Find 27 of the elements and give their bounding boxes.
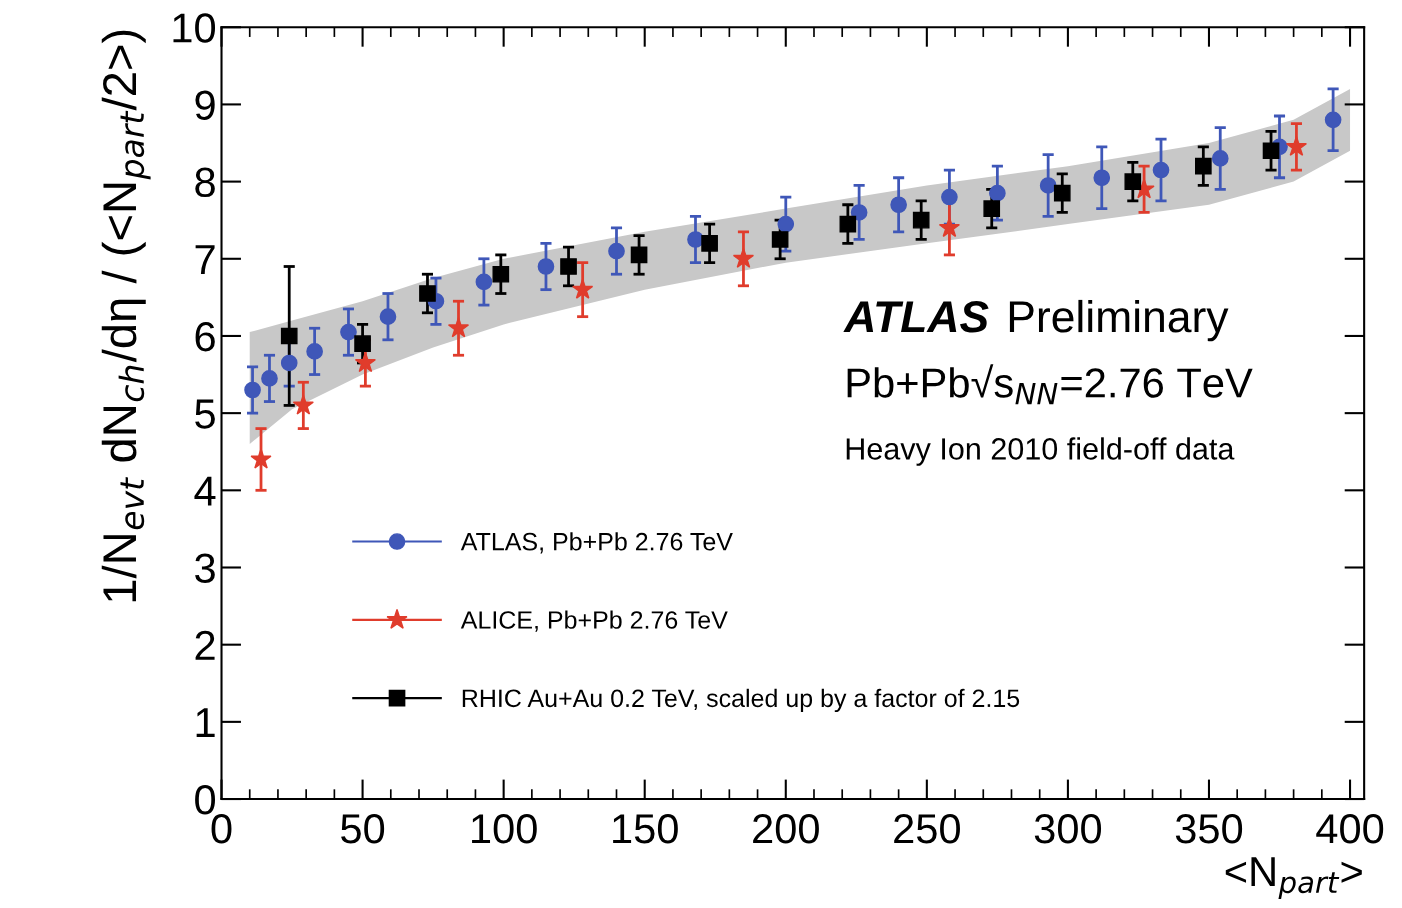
x-tick-label: 150 — [613, 814, 678, 844]
legend-label: ALICE, Pb+Pb 2.76 TeV — [460, 610, 728, 632]
x-tick-label: 250 — [894, 814, 960, 844]
y-tick-label: 9 — [195, 90, 215, 120]
y-axis-title: 1/N$_{evt}$ dN$_{ch}$/dη / (<N$_{part}$/2>) — [101, 30, 151, 602]
y-tick-label: 5 — [195, 399, 215, 429]
x-axis-title: <N$_{part}$> — [1225, 857, 1362, 899]
legend-label: RHIC Au+Au 0.2 TeV, scaled up by a factor of 2.15 — [462, 688, 1020, 713]
annotation: Heavy Ion 2010 field-off data — [846, 437, 1235, 466]
y-tick-label: 3 — [195, 553, 215, 584]
y-tick-label: 7 — [195, 245, 215, 274]
x-tick-label: 50 — [341, 814, 385, 844]
annotation: ATLAS Preliminary — [843, 299, 1229, 342]
y-tick-label: 10 — [173, 13, 216, 43]
legend-label: ATLAS, Pb+Pb 2.76 TeV — [460, 532, 733, 554]
y-tick-label: 4 — [194, 476, 216, 506]
y-tick-label: 1 — [196, 708, 215, 737]
annotation: Pb+Pb√s$_{NN}$=2.76 TeV — [847, 364, 1253, 405]
y-tick-label: 2 — [195, 630, 215, 660]
y-tick-label: 0 — [195, 785, 216, 815]
x-tick-label: 300 — [1034, 814, 1102, 844]
x-tick-label: 200 — [753, 814, 819, 844]
x-tick-label: 400 — [1316, 814, 1384, 844]
x-tick-label: 350 — [1175, 814, 1243, 844]
x-tick-label: 100 — [472, 814, 537, 844]
y-tick-label: 6 — [195, 321, 215, 352]
y-tick-label: 8 — [195, 167, 215, 198]
